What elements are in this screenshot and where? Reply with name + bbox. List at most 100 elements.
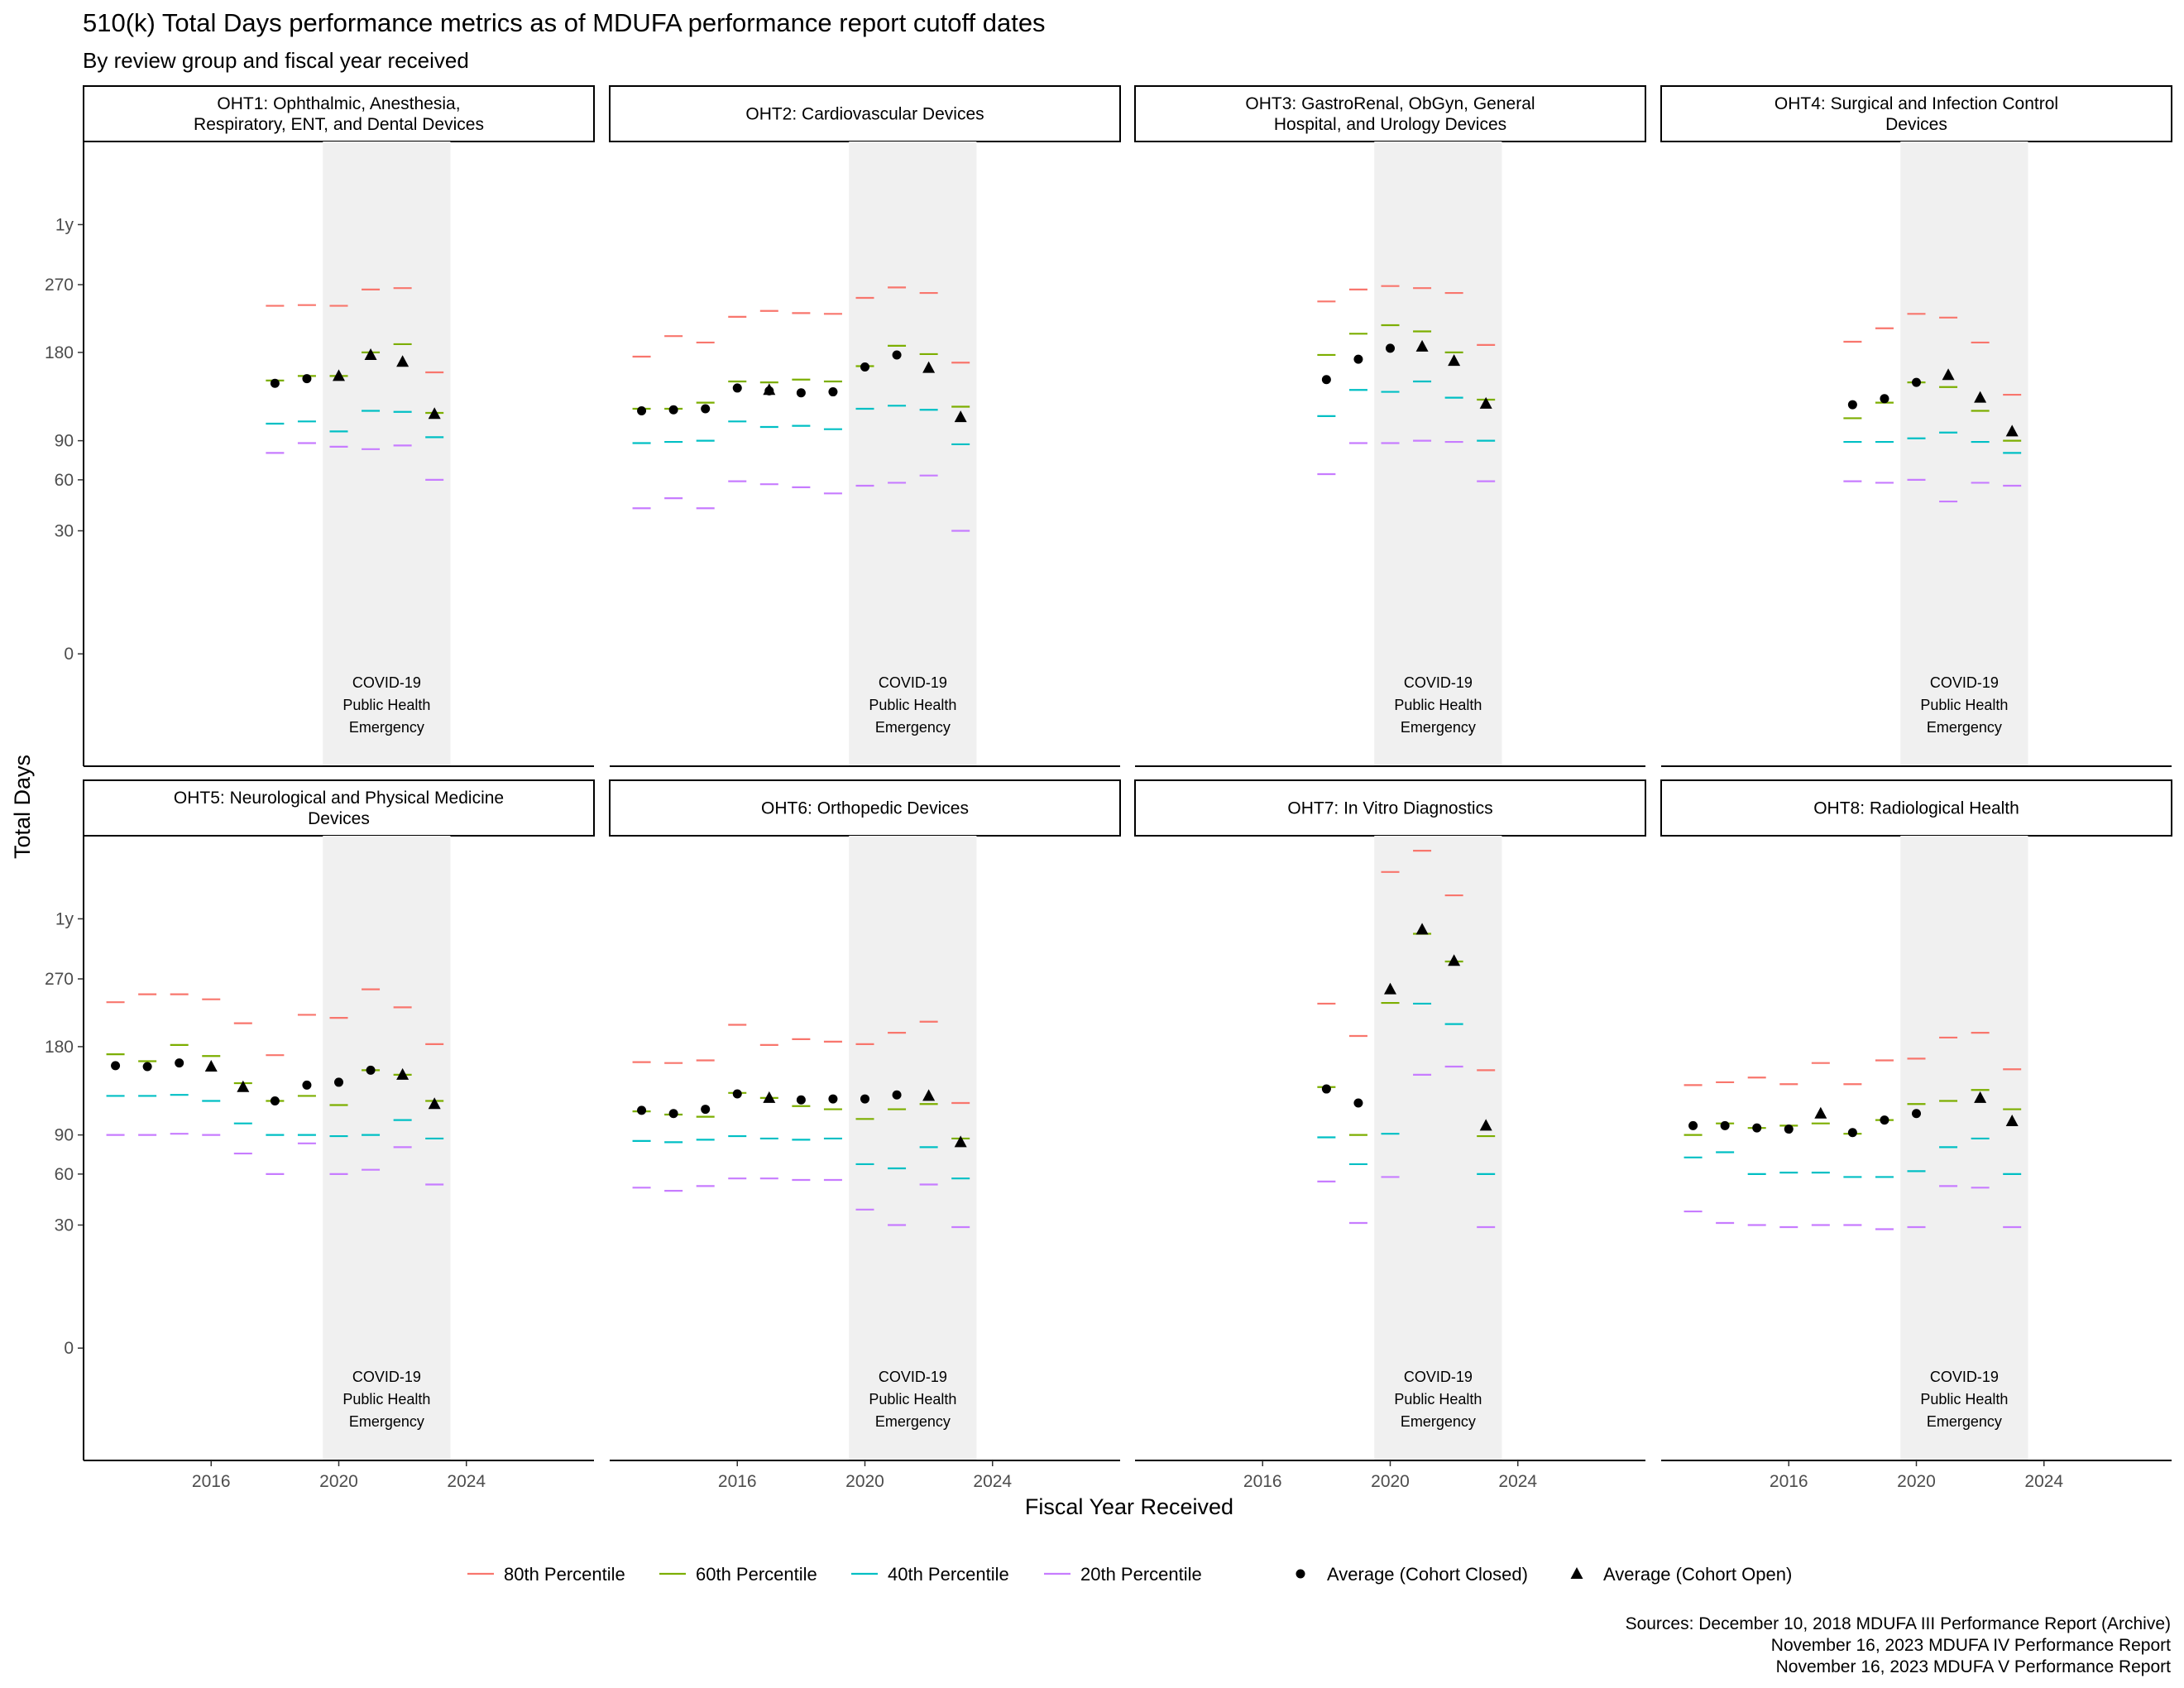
average-open-point [204,1059,218,1072]
facet-panel: OHT7: In Vitro Diagnostics COVID-19 Public… [1134,779,1646,1491]
legend-label: 60th Percentile [696,1564,817,1585]
covid-shaded-region [323,836,451,1460]
facet-strip-title: OHT2: Cardiovascular Devices [745,105,984,124]
average-closed-point [732,383,742,393]
covid-label: Public Health [869,1391,956,1407]
covid-label: Emergency [1401,719,1476,736]
y-tick-label: 270 [45,276,74,295]
facet-strip [1134,85,1646,142]
x-tick-label: 2024 [973,1472,1012,1491]
facet-strip-title: OHT6: Orthopedic Devices [761,799,969,818]
covid-label: COVID-19 [352,674,421,691]
average-open-point [1415,923,1429,935]
covid-shaded-region [1374,836,1502,1460]
y-tick-label: 1y [55,215,74,234]
legend-item: 40th Percentile [851,1564,1009,1585]
source-line: Sources: December 10, 2018 MDUFA III Per… [1626,1614,2171,1633]
legend-item: Average (Cohort Closed) [1296,1564,1528,1585]
source-line: November 16, 2023 MDUFA IV Performance R… [1771,1636,2171,1655]
average-open-point [428,407,441,420]
covid-shaded-region [849,141,977,766]
average-closed-point [1784,1125,1794,1134]
y-tick-label: 60 [55,471,74,490]
average-open-point [364,348,377,360]
facet-strip-title: Respiratory, ENT, and Dental Devices [194,115,484,134]
sources-caption: Sources: December 10, 2018 MDUFA III Per… [1626,1614,2172,1676]
y-tick-label: 0 [64,1339,74,1358]
average-open-point [1479,1119,1492,1131]
covid-label: Public Health [1920,697,2008,713]
average-closed-point [828,387,838,397]
average-open-point [1448,354,1461,367]
average-open-point [2005,1114,2019,1126]
average-closed-point [1353,354,1363,364]
average-closed-point [892,1090,902,1100]
average-closed-point [302,374,312,384]
facet-strip-title: OHT8: Radiological Health [1813,799,2019,818]
y-tick-label: 90 [55,1126,74,1145]
average-open-point [1479,396,1492,409]
y-tick-label: 180 [45,1038,74,1057]
x-tick-label: 2020 [319,1472,358,1491]
legend-label: 40th Percentile [888,1564,1009,1585]
facet-panel: OHT6: Orthopedic Devices COVID-19 Public H… [609,779,1121,1491]
covid-label: Emergency [349,1413,424,1430]
legend-item: 60th Percentile [659,1564,817,1585]
average-open-point [922,1089,936,1101]
covid-shaded-region [849,836,977,1460]
covid-label: Emergency [875,1413,951,1430]
average-closed-point [1752,1123,1762,1133]
x-tick-label: 2016 [192,1472,231,1491]
legend: 80th Percentile 60th Percentile 40th Perce… [467,1564,1792,1585]
average-closed-point [860,362,869,372]
average-open-point [237,1080,250,1092]
covid-label: Emergency [1401,1413,1476,1430]
x-tick-label: 2024 [447,1472,486,1491]
facet-panel: OHT3: GastroRenal, ObGyn, General Hospita… [1134,85,1646,767]
average-closed-point [1847,400,1857,410]
chart-subtitle: By review group and fiscal year received [83,48,469,73]
facet-strip-title: OHT7: In Vitro Diagnostics [1287,799,1492,818]
source-line: November 16, 2023 MDUFA V Performance Re… [1776,1657,2172,1676]
facet-panel: OHT1: Ophthalmic, Anesthesia, Respiratory… [45,85,595,767]
average-closed-point [701,1105,711,1115]
legend-label: Average (Cohort Open) [1603,1564,1792,1585]
covid-label: COVID-19 [879,1369,947,1385]
average-closed-point [334,1077,343,1087]
average-closed-point [175,1058,184,1068]
average-open-point [396,355,410,367]
average-closed-point [1321,375,1331,385]
x-axis-title: Fiscal Year Received [1025,1494,1233,1519]
legend-key-circle [1296,1569,1305,1579]
covid-label: Public Health [869,697,956,713]
average-closed-point [637,1105,647,1115]
facet-strip-title: OHT1: Ophthalmic, Anesthesia, [217,94,460,113]
covid-shaded-region [1374,141,1502,766]
covid-label: COVID-19 [1930,674,1999,691]
legend-label: 20th Percentile [1080,1564,1202,1585]
facet-strip-title: OHT5: Neurological and Physical Medicine [174,789,504,808]
average-closed-point [828,1094,838,1104]
average-closed-point [1688,1120,1698,1130]
average-open-point [954,410,967,423]
covid-label: Emergency [1927,1413,2002,1430]
x-tick-label: 2020 [1371,1472,1410,1491]
average-closed-point [1720,1120,1730,1130]
average-closed-point [270,378,280,388]
average-open-point [1448,954,1461,966]
average-closed-point [270,1096,280,1106]
facet-strip [83,85,595,142]
covid-label: Emergency [1927,719,2002,736]
chart-title: 510(k) Total Days performance metrics as… [83,8,1046,37]
average-closed-point [302,1080,312,1090]
average-closed-point [1912,1109,1921,1119]
covid-label: COVID-19 [1404,1369,1473,1385]
average-closed-point [1847,1128,1857,1138]
y-tick-label: 30 [55,1216,74,1235]
average-closed-point [1912,377,1921,387]
average-open-point [428,1097,441,1110]
legend-item: 20th Percentile [1044,1564,1202,1585]
legend-label: Average (Cohort Closed) [1327,1564,1528,1585]
covid-label: Emergency [875,719,951,736]
average-closed-point [1386,343,1395,353]
